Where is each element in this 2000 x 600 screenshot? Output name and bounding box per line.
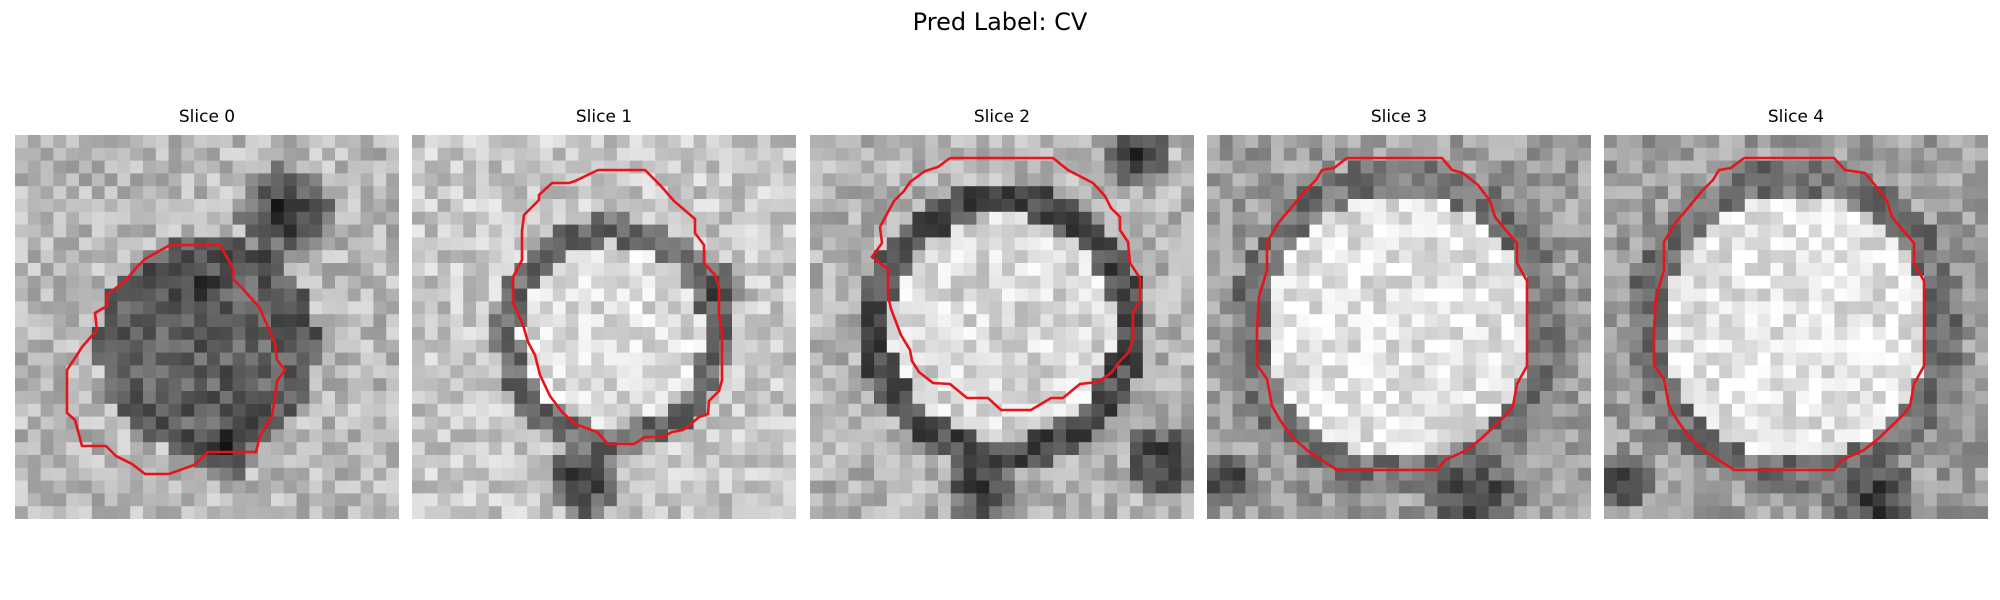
pixel-grid-1 xyxy=(412,135,796,519)
slice-title-4: Slice 4 xyxy=(1767,107,1825,127)
slice-panel-0: Slice 0 xyxy=(15,105,399,525)
slice-image-1 xyxy=(412,135,796,519)
slice-contour-0 xyxy=(65,243,287,476)
slice-title-1: Slice 1 xyxy=(575,107,633,127)
slice-title-3: Slice 3 xyxy=(1370,107,1428,127)
slice-contour-4 xyxy=(1652,156,1926,472)
slice-image-2 xyxy=(810,135,1194,519)
slice-panel-1: Slice 1 xyxy=(412,105,796,525)
slice-panel-3: Slice 3 xyxy=(1207,105,1591,525)
slice-image-0 xyxy=(15,135,399,519)
slice-panel-2: Slice 2 xyxy=(810,105,1194,525)
slice-panel-4: Slice 4 xyxy=(1604,105,1988,525)
pixel-grid-0 xyxy=(15,135,399,519)
pixel-grid-4 xyxy=(1604,135,1988,519)
pixel-grid-3 xyxy=(1207,135,1591,519)
slice-image-3 xyxy=(1207,135,1591,519)
pixel-grid-2 xyxy=(810,135,1194,519)
slice-contour-2 xyxy=(870,156,1142,412)
slice-contour-3 xyxy=(1255,156,1529,472)
slice-title-0: Slice 0 xyxy=(178,107,236,127)
slice-contour-1 xyxy=(511,168,724,446)
slice-image-4 xyxy=(1604,135,1988,519)
slice-title-2: Slice 2 xyxy=(973,107,1031,127)
figure-title: Pred Label: CV xyxy=(912,8,1088,36)
